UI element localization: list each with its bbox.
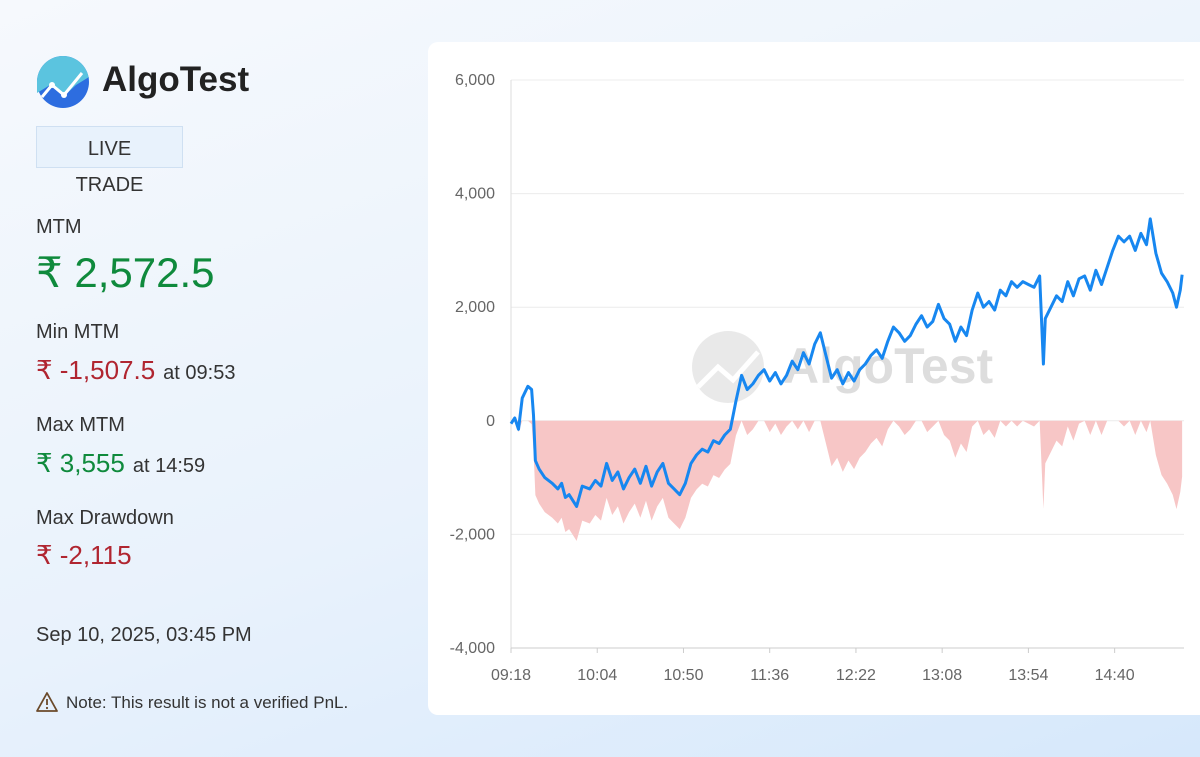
x-tick-label: 13:54 [1008, 667, 1048, 684]
min-mtm-label: Min MTM [36, 321, 120, 343]
max-mtm-label: Max MTM [36, 414, 125, 436]
y-tick-label: 6,000 [455, 72, 495, 89]
note: Note: This result is not a verified PnL. [66, 693, 349, 712]
y-tick-label: 2,000 [455, 299, 495, 316]
max-mtm-time: at 14:59 [132, 455, 206, 477]
min-mtm-value: ₹ -1,507.5 [36, 355, 156, 385]
watermark-logo [692, 331, 764, 403]
max-drawdown-label: Max Drawdown [36, 507, 174, 529]
x-tick-label: 11:36 [750, 667, 789, 684]
min-mtm-time: at 09:53 [163, 362, 236, 384]
watermark-text: AlgoTest [783, 338, 994, 394]
x-tick-label: 10:50 [663, 667, 703, 684]
x-tick-label: 13:08 [922, 667, 962, 684]
warning-icon [36, 692, 58, 712]
chart-card: AlgoTest -4,000 -2,000 0 2,000 4,000 6,000 09:… [428, 42, 1200, 715]
y-tick-label: 0 [486, 413, 495, 430]
y-tick-label: 4,000 [455, 186, 495, 203]
mtm-label: MTM [36, 216, 82, 238]
mtm-value: ₹ 2,572.5 [36, 249, 215, 296]
chart: AlgoTest -4,000 -2,000 0 2,000 4,000 6,000 09:… [450, 72, 1184, 684]
y-tick-label: -2,000 [450, 526, 495, 543]
max-drawdown-value: ₹ -2,115 [36, 540, 132, 570]
max-mtm-row: ₹ 3,555 at 14:59 [36, 448, 205, 479]
x-tick-label: 10:04 [577, 667, 617, 684]
mtm-line [509, 217, 1184, 508]
timestamp: Sep 10, 2025, 03:45 PM [36, 624, 252, 646]
drawdown-area [511, 420, 1183, 541]
min-mtm-row: ₹ -1,507.5 at 09:53 [36, 355, 235, 386]
brand-logo [37, 56, 89, 108]
x-tick-label: 12:22 [836, 667, 876, 684]
badge-subtitle: TRADE [75, 174, 144, 196]
live-badge: LIVE [36, 126, 183, 168]
max-mtm-value: ₹ 3,555 [36, 448, 125, 478]
y-tick-label: -4,000 [450, 640, 495, 657]
x-tick-label: 09:18 [491, 667, 531, 684]
x-tick-label: 14:40 [1095, 667, 1135, 684]
brand-name: AlgoTest [102, 60, 250, 99]
